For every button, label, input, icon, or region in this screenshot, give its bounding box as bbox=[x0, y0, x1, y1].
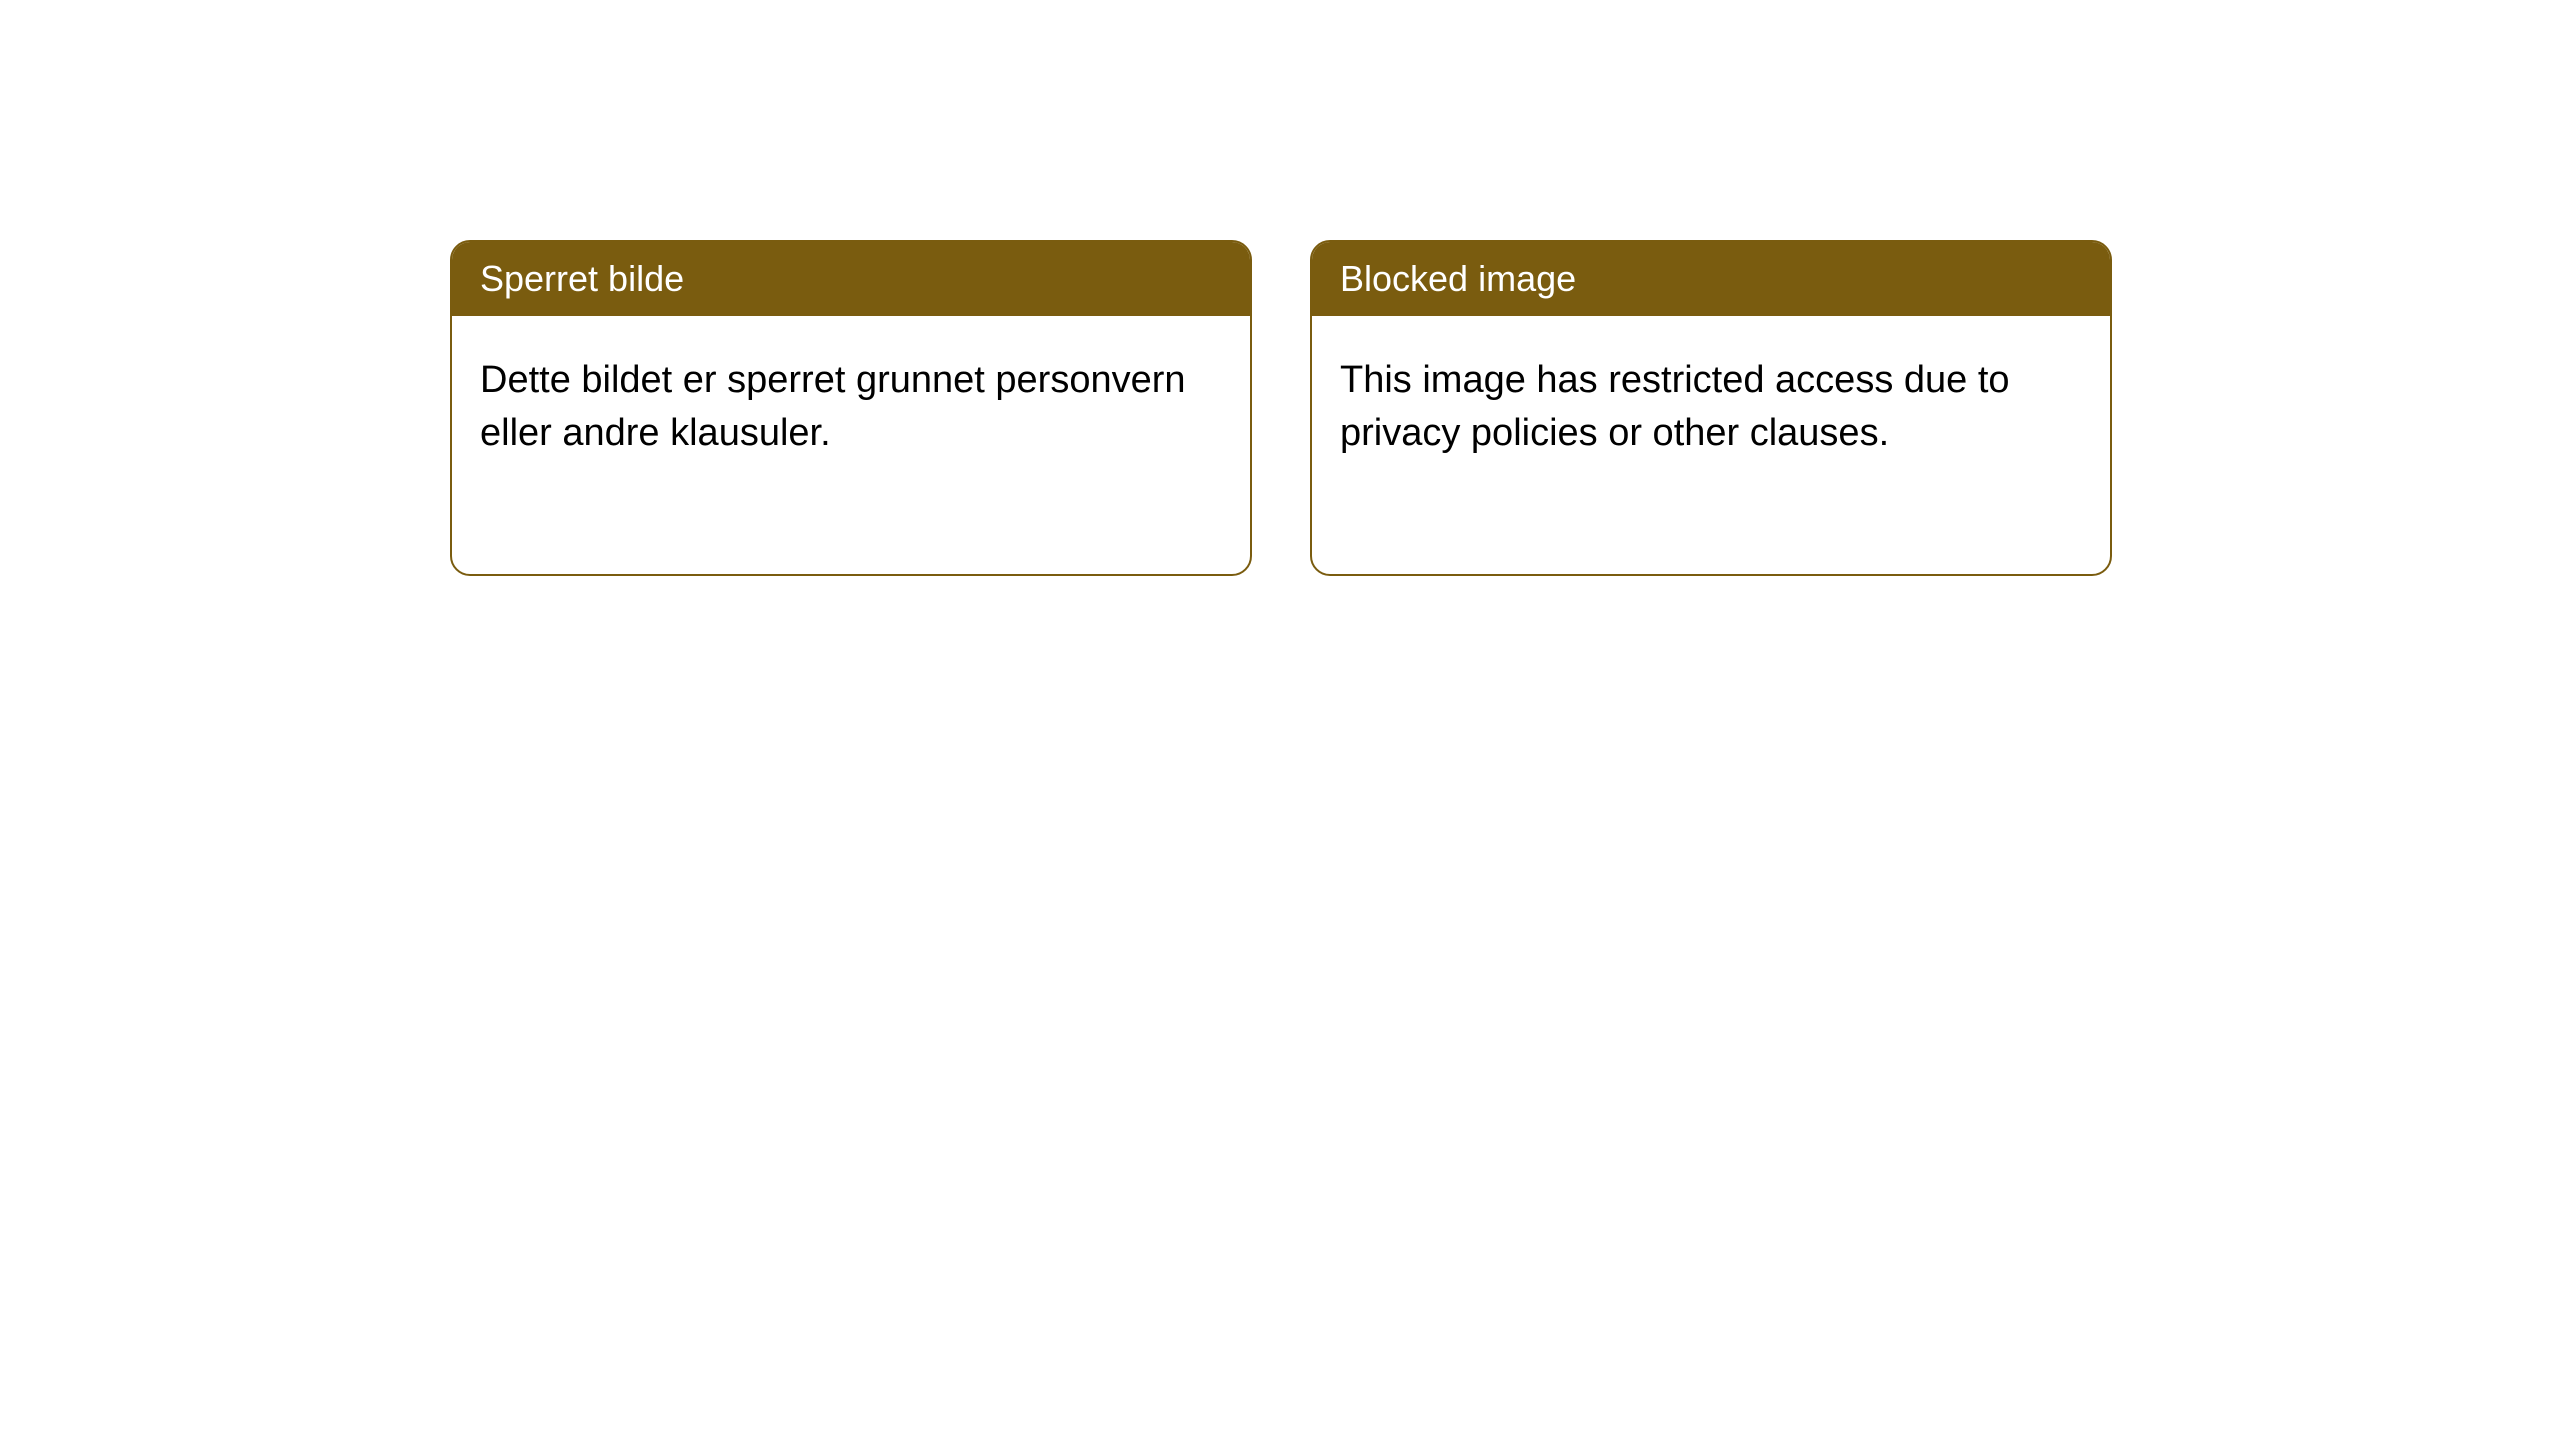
card-body-text: Dette bildet er sperret grunnet personve… bbox=[480, 359, 1186, 454]
card-body: This image has restricted access due to … bbox=[1312, 316, 2110, 498]
card-body: Dette bildet er sperret grunnet personve… bbox=[452, 316, 1250, 498]
notice-card-english: Blocked image This image has restricted … bbox=[1310, 240, 2112, 576]
card-header-text: Blocked image bbox=[1340, 258, 1576, 299]
card-body-text: This image has restricted access due to … bbox=[1340, 359, 2010, 454]
card-header: Sperret bilde bbox=[452, 242, 1250, 316]
notice-cards-container: Sperret bilde Dette bildet er sperret gr… bbox=[450, 240, 2112, 576]
card-header-text: Sperret bilde bbox=[480, 258, 684, 299]
card-header: Blocked image bbox=[1312, 242, 2110, 316]
notice-card-norwegian: Sperret bilde Dette bildet er sperret gr… bbox=[450, 240, 1252, 576]
